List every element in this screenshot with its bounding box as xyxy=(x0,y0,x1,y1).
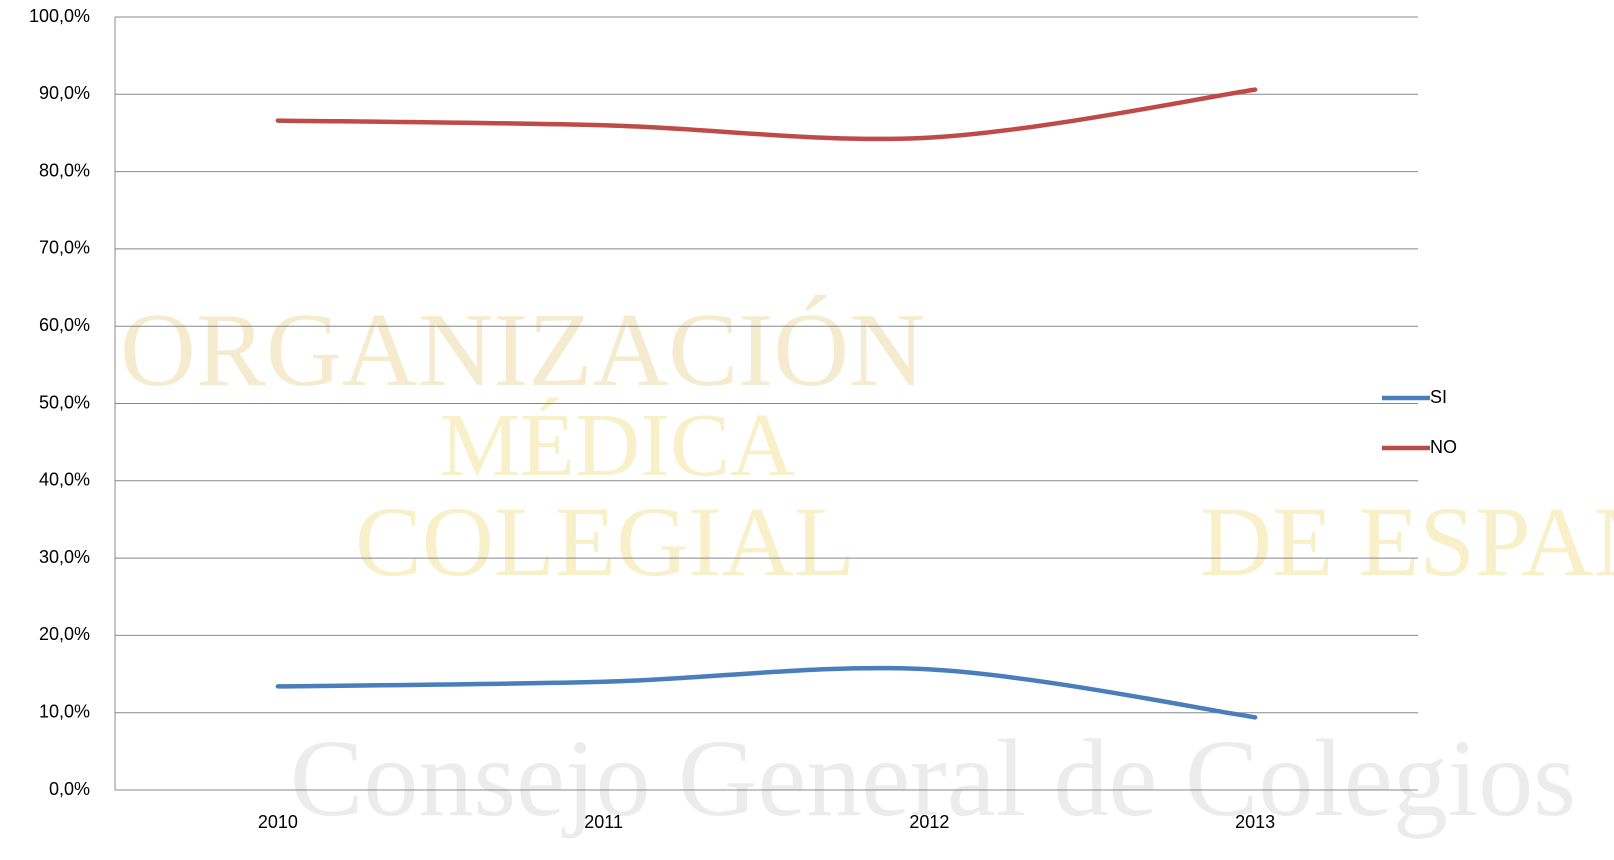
legend-label: SI xyxy=(1430,387,1447,407)
y-tick-label: 40,0% xyxy=(39,470,90,490)
y-tick-label: 50,0% xyxy=(39,392,90,412)
y-tick-label: 100,0% xyxy=(29,6,90,26)
y-tick-label: 10,0% xyxy=(39,701,90,721)
x-tick-label: 2011 xyxy=(584,812,623,832)
x-tick-label: 2012 xyxy=(909,812,949,832)
series-line xyxy=(275,87,1258,142)
watermark: ORGANIZACIÓN MÉDICA COLEGIAL DE ESPAÑA C… xyxy=(120,291,1614,839)
x-tick-label: 2013 xyxy=(1235,812,1275,832)
series-line xyxy=(275,665,1258,720)
watermark-text: DE ESPAÑA xyxy=(1200,486,1614,597)
y-tick-label: 60,0% xyxy=(39,315,90,335)
y-tick-label: 90,0% xyxy=(39,83,90,103)
watermark-text: ORGANIZACIÓN xyxy=(120,291,925,408)
watermark-text: MÉDICA xyxy=(440,396,795,495)
legend-label: NO xyxy=(1430,437,1457,457)
y-tick-label: 20,0% xyxy=(39,624,90,644)
y-tick-label: 70,0% xyxy=(39,238,90,258)
watermark-text: COLEGIAL xyxy=(355,486,855,597)
watermark-text: Consejo General de Colegios xyxy=(290,717,1576,839)
x-tick-label: 2010 xyxy=(258,812,298,832)
y-tick-label: 0,0% xyxy=(49,779,90,799)
y-tick-label: 80,0% xyxy=(39,160,90,180)
y-tick-label: 30,0% xyxy=(39,547,90,567)
